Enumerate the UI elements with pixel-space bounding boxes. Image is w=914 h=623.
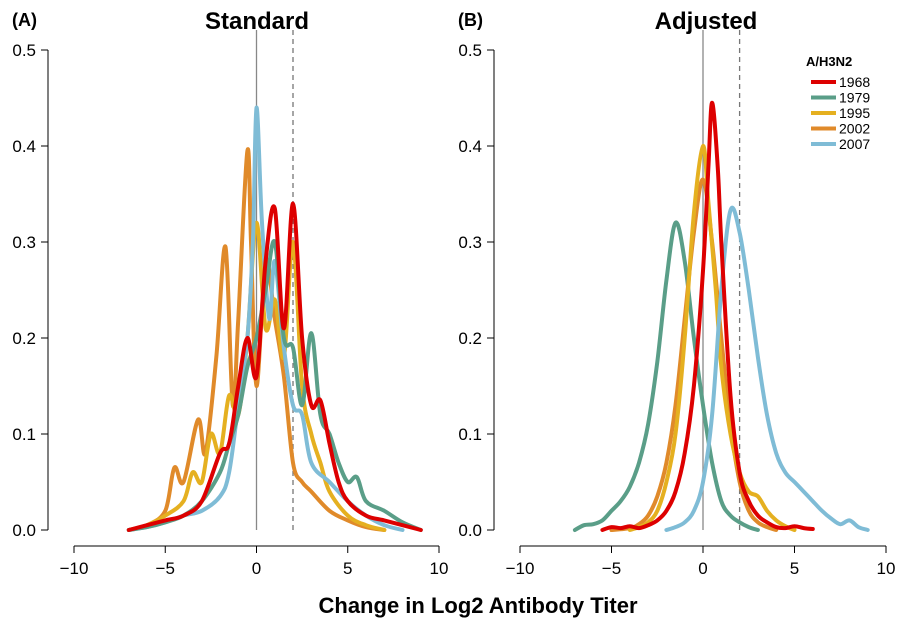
series-line-2007: [664, 205, 870, 532]
y-tick-label: 0.2: [12, 329, 36, 348]
x-tick-label: 10: [877, 559, 896, 578]
y-tick-label: 0.1: [458, 425, 482, 444]
legend-title: A/H3N2: [806, 54, 852, 69]
series-line-1979: [572, 220, 760, 532]
y-tick-label: 0.0: [458, 521, 482, 540]
legend-label-2002: 2002: [839, 121, 870, 137]
series-line-2002: [609, 177, 779, 532]
x-tick-label: 5: [343, 559, 352, 578]
y-tick-label: 0.4: [458, 137, 482, 156]
x-tick-label: 5: [790, 559, 799, 578]
x-tick-label: −5: [602, 559, 621, 578]
legend-label-1968: 1968: [839, 74, 870, 90]
y-tick-label: 0.3: [12, 233, 36, 252]
x-tick-label: −5: [156, 559, 175, 578]
series-line-1979: [126, 239, 423, 532]
panel-title: Adjusted: [655, 8, 758, 35]
y-tick-label: 0.0: [12, 521, 36, 540]
legend-label-1979: 1979: [839, 90, 870, 106]
y-tick-label: 0.3: [458, 233, 482, 252]
y-tick-label: 0.5: [458, 41, 482, 60]
series-line-1968: [126, 201, 423, 532]
legend-label-1995: 1995: [839, 105, 870, 121]
panel-label: (B): [458, 10, 483, 30]
y-tick-label: 0.2: [458, 329, 482, 348]
x-axis-title: Change in Log2 Antibody Titer: [319, 593, 638, 618]
panel-label: (A): [12, 10, 37, 30]
series-line-1995: [627, 143, 797, 532]
panel-b-adjusted: (B) Adjusted 0.0 0.1 0.2 0.3 0.4 0.5 −10 −5 0 5 10: [458, 8, 895, 578]
series-line-2002: [126, 147, 387, 532]
y-tick-label: 0.5: [12, 41, 36, 60]
y-tick-label: 0.4: [12, 137, 36, 156]
legend-label-2007: 2007: [839, 136, 870, 152]
x-tick-label: −10: [506, 559, 535, 578]
series-line-1995: [126, 220, 387, 532]
series-line-2007: [126, 105, 405, 532]
x-tick-label: −10: [60, 559, 89, 578]
series-line-1968: [600, 100, 815, 532]
y-tick-label: 0.1: [12, 425, 36, 444]
x-tick-label: 0: [698, 559, 707, 578]
x-tick-label: 0: [252, 559, 261, 578]
x-tick-label: 10: [430, 559, 449, 578]
